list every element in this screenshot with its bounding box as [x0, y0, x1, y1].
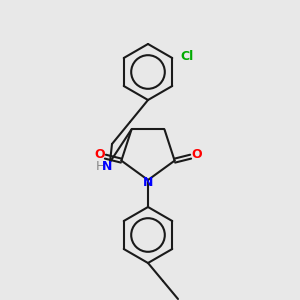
Text: N: N	[102, 160, 112, 172]
Text: O: O	[191, 148, 202, 161]
Text: H: H	[95, 160, 105, 172]
Text: N: N	[143, 176, 153, 188]
Text: O: O	[94, 148, 105, 161]
Text: Cl: Cl	[180, 50, 194, 62]
